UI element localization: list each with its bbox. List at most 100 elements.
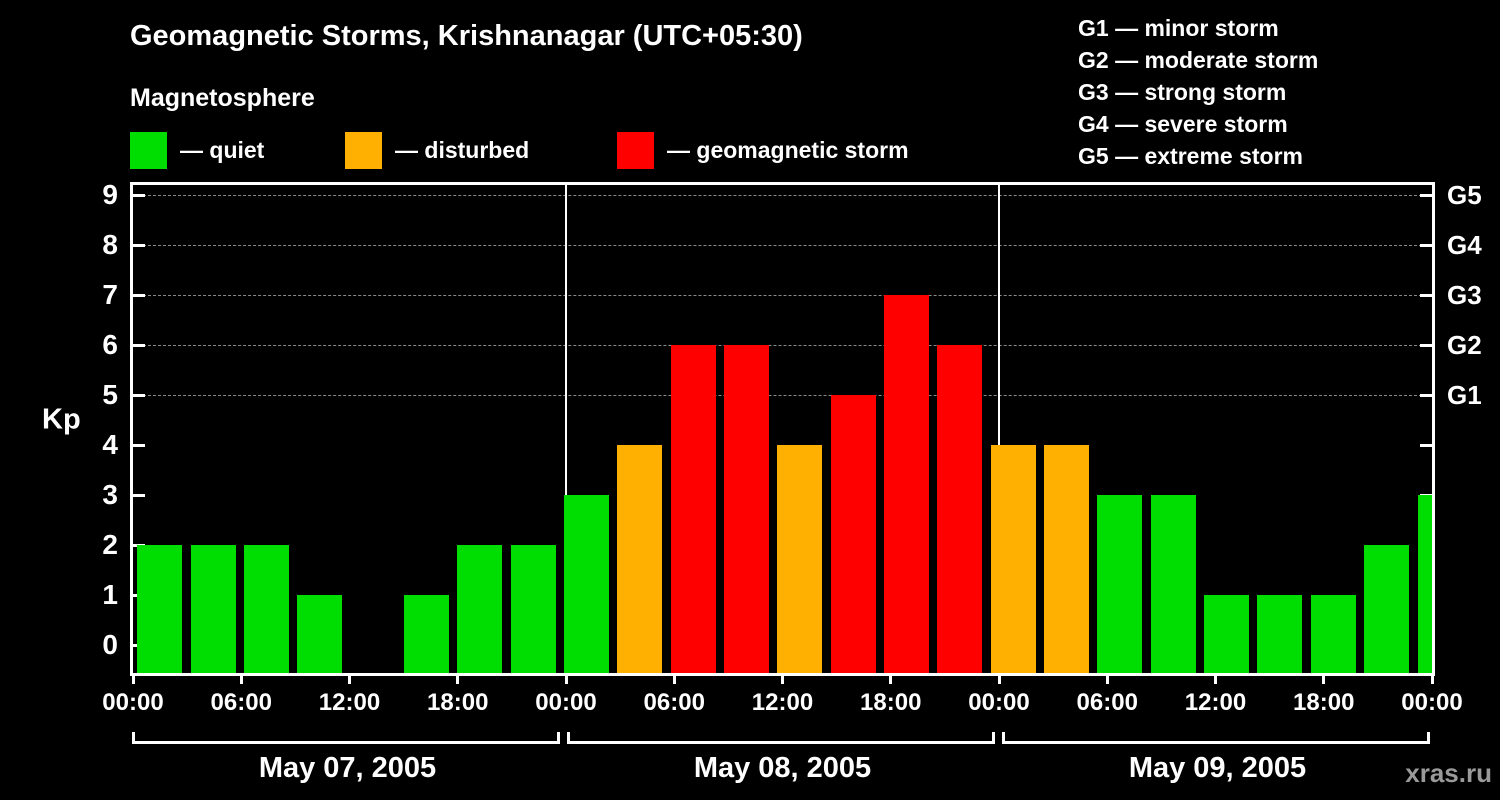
y-tick-label: 1 — [102, 579, 118, 610]
y-tick-label: 3 — [102, 479, 118, 510]
kp-color-legend: — quiet — disturbed — geomagnetic storm — [130, 130, 1080, 170]
day-boundary-line — [998, 185, 1000, 673]
kp-bar — [990, 445, 1036, 673]
storm-scale-legend-line: G5 — extreme storm — [1078, 143, 1303, 169]
x-tick-label: 00:00 — [535, 689, 597, 716]
kp-bar — [723, 345, 769, 673]
kp-bar — [243, 545, 289, 673]
g-scale-label: G3 — [1447, 280, 1482, 310]
x-axis-tick — [781, 676, 784, 684]
x-axis-tick — [131, 676, 135, 684]
gridline-kp-5 — [133, 395, 1432, 396]
gridline-kp-8 — [133, 245, 1432, 246]
kp-bar — [937, 345, 983, 673]
x-tick-label: 12:00 — [318, 689, 381, 716]
gridline-kp-6 — [133, 345, 1432, 346]
legend-item-label: — geomagnetic storm — [667, 136, 909, 163]
day-boundary-line — [565, 185, 567, 673]
x-tick-label: 00:00 — [968, 689, 1030, 716]
x-tick-label: 18:00 — [1293, 689, 1355, 716]
x-axis-tick — [1430, 676, 1434, 684]
x-tick-label: 12:00 — [751, 689, 814, 716]
kp-bar — [1044, 445, 1090, 673]
y-tick-label: 0 — [102, 629, 118, 660]
y-axis-tick — [133, 344, 145, 347]
y-axis-title: Kp — [42, 403, 81, 436]
kp-bar — [403, 595, 449, 673]
chart-subtitle: Magnetosphere — [130, 84, 315, 112]
g-scale-label: G5 — [1447, 180, 1482, 210]
y-axis-tick — [1420, 194, 1432, 197]
kp-bar — [1417, 495, 1432, 673]
storm-scale-legend-line: G1 — minor storm — [1078, 15, 1279, 41]
g-scale-label: G2 — [1447, 330, 1482, 360]
x-tick-label: 06:00 — [210, 689, 272, 716]
x-axis-tick — [564, 676, 568, 684]
kp-bar — [563, 495, 609, 673]
kp-bar — [297, 595, 343, 673]
kp-bar — [1364, 545, 1410, 673]
kp-bar — [617, 445, 663, 673]
date-label: May 07, 2005 — [258, 752, 437, 784]
day-bracket — [132, 732, 560, 744]
kp-bar — [190, 545, 236, 673]
y-axis-tick — [133, 444, 145, 447]
kp-bar — [457, 545, 503, 673]
x-tick-label: 06:00 — [1076, 689, 1138, 716]
gridline-kp-9 — [133, 195, 1432, 196]
plot-inner — [133, 185, 1432, 673]
x-axis-tick — [889, 676, 893, 684]
watermark: xras.ru — [1405, 758, 1492, 788]
y-axis-tick — [133, 244, 145, 247]
x-tick-label: 18:00 — [427, 689, 489, 716]
legend-item-label: — disturbed — [395, 136, 530, 163]
y-tick-label: 2 — [102, 529, 118, 560]
x-tick-label: 12:00 — [1184, 689, 1247, 716]
y-axis-tick — [133, 494, 145, 497]
kp-bar — [777, 445, 823, 673]
day-bracket — [1002, 732, 1430, 744]
kp-bar — [830, 395, 876, 673]
storm-color-swatch-icon — [617, 131, 654, 169]
x-axis-tick — [1105, 676, 1109, 684]
y-tick-label: 8 — [102, 229, 118, 260]
y-tick-label: 6 — [102, 329, 118, 360]
legend-item-storm: — geomagnetic storm — [617, 130, 909, 170]
y-tick-label: 5 — [102, 379, 118, 410]
legend-item-quiet: — quiet — [130, 130, 264, 170]
y-axis-tick — [1420, 394, 1432, 397]
date-label: May 09, 2005 — [1128, 752, 1307, 784]
y-axis-tick — [1420, 294, 1432, 297]
kp-bar — [884, 295, 930, 673]
date-label: May 08, 2005 — [693, 752, 872, 784]
y-tick-label: 9 — [102, 179, 118, 210]
kp-bar — [1097, 495, 1143, 673]
storm-scale-legend-line: G3 — strong storm — [1078, 79, 1287, 105]
legend-item-label: — quiet — [180, 136, 265, 163]
kp-bar — [1204, 595, 1250, 673]
x-tick-label: 00:00 — [1401, 689, 1463, 716]
day-bracket — [567, 732, 995, 744]
x-axis-tick — [1322, 676, 1326, 684]
quiet-color-swatch-icon — [130, 131, 167, 169]
storm-scale-legend-line: G2 — moderate storm — [1078, 47, 1319, 73]
g-scale-label: G4 — [1447, 230, 1482, 260]
x-axis-tick — [997, 676, 1001, 684]
storm-scale-legend-line: G4 — severe storm — [1078, 111, 1288, 137]
page-title: Geomagnetic Storms, Krishnanagar (UTC+05… — [130, 20, 803, 52]
y-tick-label: 7 — [102, 279, 118, 310]
x-axis-tick — [672, 676, 676, 684]
kp-bar — [1310, 595, 1356, 673]
kp-bar — [1150, 495, 1196, 673]
kp-bar — [1257, 595, 1303, 673]
gridline-kp-7 — [133, 295, 1432, 296]
y-axis-tick — [133, 294, 145, 297]
legend-item-disturbed: — disturbed — [345, 130, 529, 170]
g-scale-label: G1 — [1447, 380, 1482, 410]
y-axis-tick — [133, 194, 145, 197]
x-axis-tick — [456, 676, 460, 684]
x-tick-label: 18:00 — [860, 689, 922, 716]
x-axis-tick — [348, 676, 351, 684]
disturbed-color-swatch-icon — [345, 131, 382, 169]
